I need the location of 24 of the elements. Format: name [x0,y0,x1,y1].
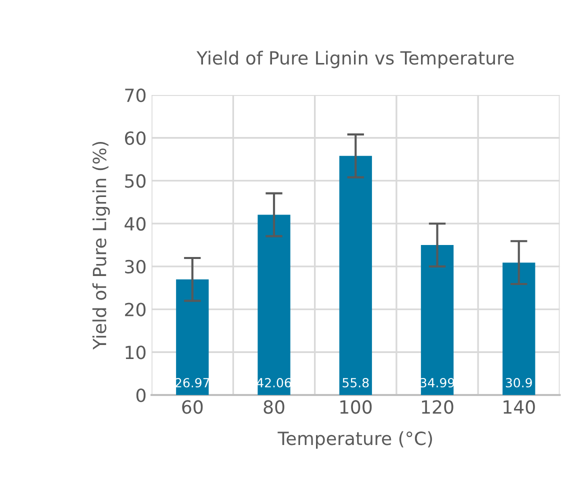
x-tick-label: 60 [182,400,203,414]
y-axis-title: Yield of Pure Lignin (%) [92,142,110,350]
y-tick-label: 70 [125,88,146,102]
y-tick-label: 0 [136,388,146,402]
x-axis-title: Temperature (°C) [278,431,432,449]
chart-title: Yield of Pure Lignin vs Temperature [196,50,514,68]
y-tick-label: 60 [125,131,146,145]
y-tick-label: 40 [124,217,146,231]
y-tick-label: 10 [126,346,146,360]
bar [258,214,290,395]
y-tick-label: 50 [125,174,146,188]
bar [339,156,372,395]
y-tick-label: 20 [125,302,146,316]
x-tick-label: 100 [340,400,372,414]
data-label: 55.8 [342,378,369,388]
x-tick-label: 120 [422,400,454,414]
x-tick-label: 140 [504,400,535,414]
bar [502,262,536,395]
y-tick-label: 30 [125,260,146,274]
bar [420,245,454,395]
x-tick-label: 80 [264,400,284,414]
bar [176,279,209,395]
data-label: 42.06 [256,378,292,388]
data-label: 30.9 [506,378,532,388]
